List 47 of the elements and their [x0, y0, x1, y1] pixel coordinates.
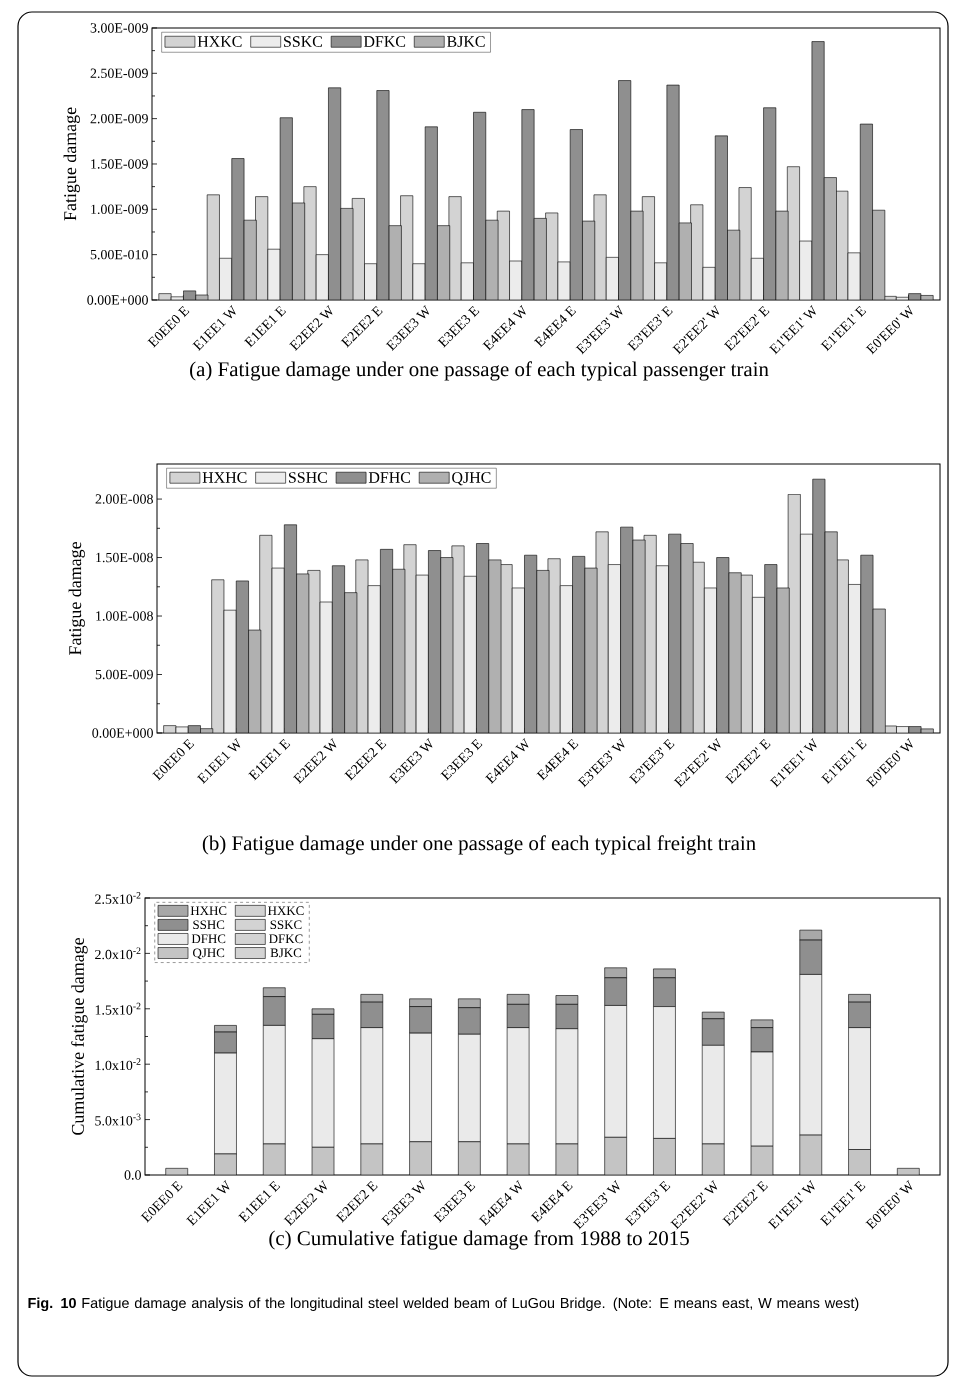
- y-tick-label: 5.00E-009: [95, 669, 153, 680]
- y-tick-label: 2.00E-008: [95, 494, 153, 504]
- legend-label: SSHC: [288, 472, 327, 483]
- legend-label: QJHC: [452, 472, 491, 486]
- legend-label: DFKC: [269, 934, 303, 944]
- legend-label: HXKC: [267, 906, 304, 916]
- legend-label: DFHC: [368, 472, 411, 483]
- legend-label: DFKC: [363, 36, 406, 47]
- bar: [458, 1141, 481, 1175]
- bar: [604, 1137, 627, 1175]
- bar: [653, 1138, 676, 1175]
- legend-label: DFHC: [191, 934, 226, 944]
- y-tick-label: 1.00E-008: [96, 611, 153, 621]
- y-tick-label: 3.00E-009: [90, 23, 148, 33]
- y-tick-label: 2.0x10$^{-2}$: [95, 947, 141, 960]
- y-tick-label: 0.00E+000: [87, 295, 148, 305]
- legend-label: SSHC: [193, 920, 225, 930]
- y-tick-label: 5.00E-010: [90, 249, 148, 260]
- legend-label: HXHC: [202, 472, 247, 483]
- y-tick-label: 2.00E-009: [90, 113, 148, 124]
- bar: [409, 1141, 432, 1175]
- legend-label: BJKC: [270, 948, 302, 958]
- y-tick-label: 5.0x10$^{-3}$: [95, 1113, 141, 1126]
- bar: [799, 1134, 823, 1175]
- y-tick-label: 1.50E-008: [96, 552, 153, 563]
- text: (a) Fatigue damage under one passage of each typical passenger train: [190, 361, 769, 381]
- y-tick-label: 0.00E+000: [92, 728, 153, 738]
- legend-label: SSKC: [284, 36, 322, 47]
- legend-label: BJKC: [447, 36, 485, 47]
- y-tick-label: 1.0x10$^{-2}$: [95, 1058, 141, 1071]
- y-tick-label: 2.50E-009: [90, 68, 148, 79]
- y-axis-title: Cumulative fatigue damage: [71, 937, 88, 1135]
- legend-label: SSKC: [270, 920, 302, 930]
- text: (c) Cumulative fatigue damage from 1988 to 2015: [269, 1230, 689, 1250]
- legend-label: HXHC: [190, 906, 227, 916]
- y-tick-label: 1.5x10$^{-2}$: [95, 1002, 141, 1015]
- y-axis-title: Fatigue damage: [63, 107, 80, 221]
- text: (b) Fatigue damage under one passage of each typical freight train: [202, 835, 756, 855]
- y-tick-label: 2.5x10$^{-2}$: [95, 892, 141, 904]
- y-tick-label: 0.0: [124, 1170, 141, 1180]
- legend-label: HXKC: [197, 36, 242, 47]
- y-tick-label: 1.50E-009: [91, 159, 148, 169]
- y-tick-label: 1.00E-009: [91, 204, 148, 215]
- legend-label: QJHC: [193, 948, 225, 960]
- y-axis-title: Fatigue damage: [68, 542, 85, 655]
- text: Fig. 10 Fatigue damage analysis of the longitudinal steel welded beam of LuGou Bridge. (Note: E means east, W means west): [28, 1297, 859, 1312]
- bar: [848, 1149, 871, 1175]
